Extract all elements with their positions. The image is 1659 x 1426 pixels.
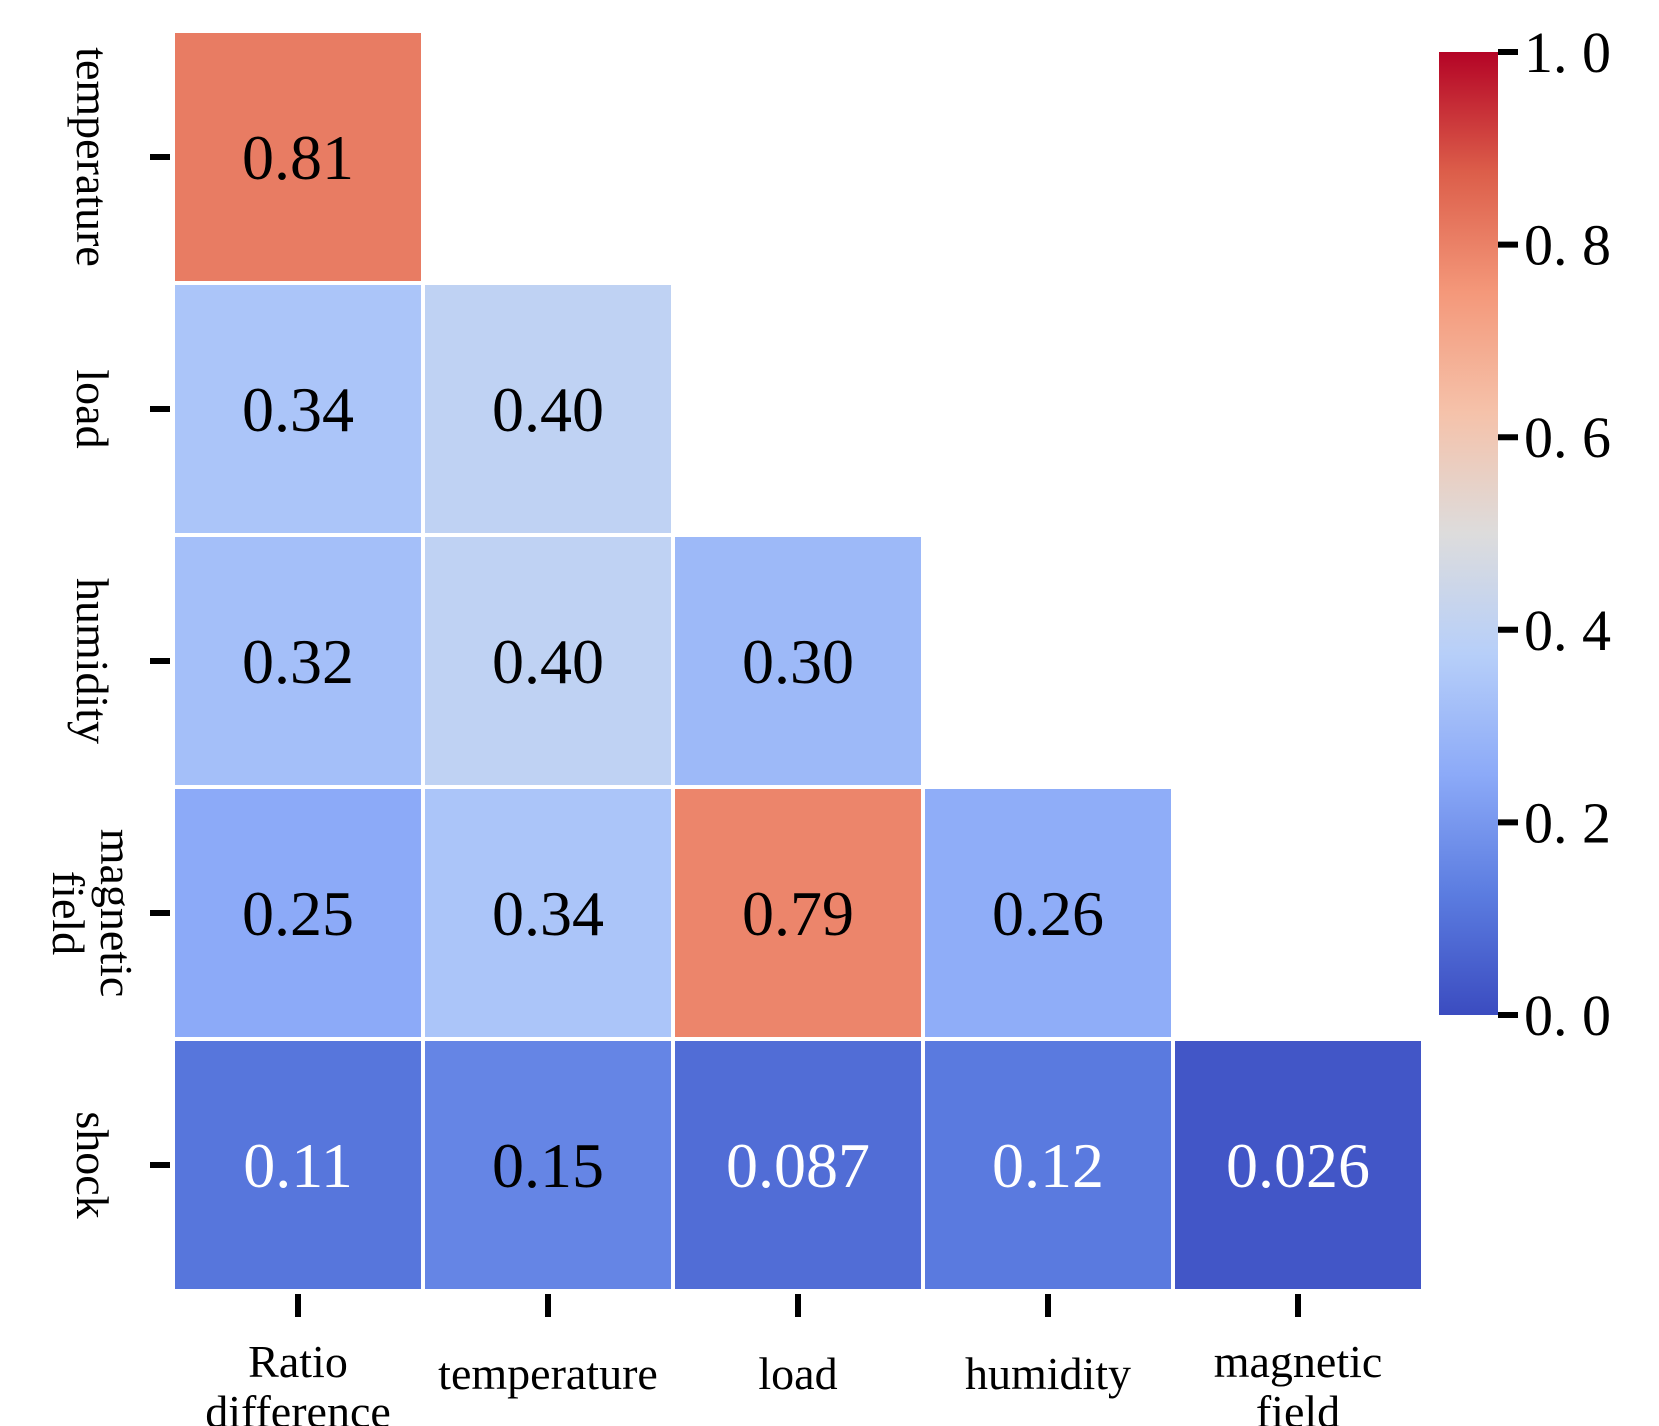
heatmap-cell <box>425 537 671 785</box>
cell-value-label: 0.11 <box>243 1130 353 1201</box>
x-tick-label: load <box>758 1348 837 1399</box>
cell-value-label: 0.34 <box>242 374 354 445</box>
cell-value-label: 0.026 <box>1226 1130 1370 1201</box>
heatmap-cell <box>675 789 921 1037</box>
colorbar-tick-label: 0. 6 <box>1524 405 1611 470</box>
heatmap-cell <box>175 789 421 1037</box>
colorbar <box>1439 52 1498 1015</box>
heatmap-cell <box>425 789 671 1037</box>
heatmap-cell <box>175 285 421 533</box>
y-tick-label: magneticfield <box>43 829 142 998</box>
y-tick-label: load <box>67 369 118 448</box>
cell-value-label: 0.40 <box>492 374 604 445</box>
cell-value-label: 0.15 <box>492 1130 604 1201</box>
colorbar-tick-label: 0. 8 <box>1524 213 1611 278</box>
cell-value-label: 0.79 <box>742 878 854 949</box>
heatmap-cell <box>925 789 1171 1037</box>
x-tick-label: humidity <box>965 1348 1131 1399</box>
heatmap-cell <box>175 537 421 785</box>
heatmap-cell <box>1175 1041 1421 1289</box>
cell-value-label: 0.40 <box>492 626 604 697</box>
heatmap-cell <box>925 1041 1171 1289</box>
cell-value-label: 0.25 <box>242 878 354 949</box>
cell-value-label: 0.087 <box>726 1130 870 1201</box>
cell-value-label: 0.34 <box>492 878 604 949</box>
x-tick-label: temperature <box>438 1348 658 1399</box>
cell-value-label: 0.12 <box>992 1130 1104 1201</box>
x-tick-label: Ratio difference <box>205 1336 391 1426</box>
cell-value-label: 0.32 <box>242 626 354 697</box>
colorbar-tick-label: 0. 2 <box>1524 790 1611 855</box>
y-tick-label: temperature <box>67 47 118 267</box>
heatmap-cell <box>675 537 921 785</box>
cell-value-label: 0.81 <box>242 122 354 193</box>
y-tick-label: shock <box>67 1111 118 1218</box>
colorbar-tick-label: 0. 4 <box>1524 598 1611 663</box>
heatmap-cell <box>175 33 421 281</box>
heatmap-cell <box>675 1041 921 1289</box>
colorbar-tick-label: 0. 0 <box>1524 983 1611 1048</box>
heatmap-cell <box>425 1041 671 1289</box>
y-tick-label: humidity <box>67 578 118 744</box>
cell-value-label: 0.26 <box>992 878 1104 949</box>
heatmap-cell <box>425 285 671 533</box>
x-tick-label: magnetic field <box>1214 1336 1383 1426</box>
cell-value-label: 0.30 <box>742 626 854 697</box>
heatmap-cell <box>175 1041 421 1289</box>
colorbar-tick-label: 1. 0 <box>1524 20 1611 85</box>
